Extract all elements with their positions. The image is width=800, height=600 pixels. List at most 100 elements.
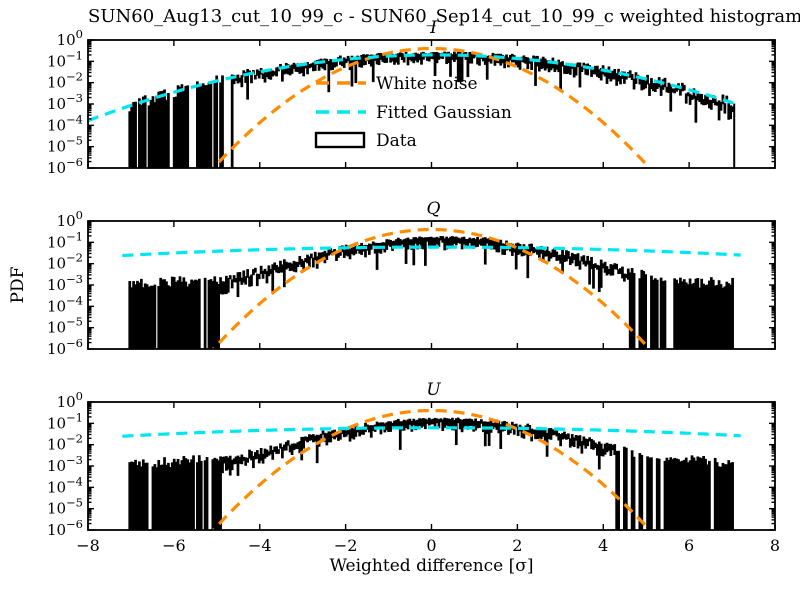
histogram-bin <box>190 279 193 349</box>
histogram-bin <box>300 259 304 268</box>
histogram-bin <box>721 287 725 349</box>
histogram-bin <box>250 451 253 461</box>
histogram-bin <box>528 243 532 257</box>
histogram-bin <box>470 238 474 247</box>
histogram-bin <box>453 236 456 244</box>
histogram-bin <box>474 418 477 431</box>
histogram-bin <box>682 279 686 349</box>
histogram-bin <box>595 65 599 77</box>
histogram-bin <box>337 250 340 258</box>
histogram-bin <box>541 429 545 437</box>
histogram-bin <box>182 277 186 349</box>
histogram-bin <box>497 420 501 434</box>
histogram-bin <box>286 64 290 75</box>
histogram-bin <box>379 52 383 60</box>
histogram-bin <box>163 279 166 349</box>
histogram-bin <box>157 91 161 168</box>
histogram-bin <box>141 287 145 349</box>
histogram-bin <box>346 427 350 435</box>
histogram-bin <box>130 104 134 168</box>
histogram-bin <box>225 275 228 295</box>
histogram-bin <box>536 247 539 255</box>
histogram-bin <box>497 242 501 253</box>
histogram-bin <box>153 284 157 349</box>
histogram-bin <box>147 105 151 168</box>
histogram-bin <box>715 462 719 530</box>
histogram-bin <box>358 245 362 254</box>
histogram-bin <box>709 277 713 349</box>
histogram-bin <box>391 53 394 62</box>
histogram-bin <box>476 237 479 247</box>
histogram-bin <box>650 275 653 349</box>
histogram-bin <box>501 421 505 432</box>
histogram-bin <box>369 425 373 438</box>
histogram-bin <box>213 276 217 349</box>
histogram-bin <box>234 75 238 81</box>
histogram-bin <box>715 101 719 106</box>
histogram-bin <box>371 54 375 83</box>
histogram-bin <box>470 419 474 426</box>
panel-title-Q: Q <box>427 199 441 219</box>
histogram-bin <box>252 269 255 276</box>
histogram-bin <box>238 77 242 83</box>
histogram-bin <box>624 274 628 278</box>
histogram-bin <box>282 444 286 451</box>
histogram-bin <box>279 260 282 273</box>
histogram-bin <box>630 74 634 80</box>
histogram-bin <box>306 254 309 264</box>
histogram-bin <box>453 420 456 431</box>
histogram-bin <box>470 52 474 64</box>
histogram-bin <box>321 430 325 435</box>
histogram-bin <box>483 421 487 447</box>
histogram-bin <box>265 72 269 78</box>
histogram-bin <box>725 281 729 349</box>
histogram-bin <box>688 93 692 105</box>
histogram-bin <box>597 69 601 78</box>
figure-title: SUN60_Aug13_cut_10_99_c - SUN60_Sep14_cu… <box>88 6 800 27</box>
histogram-bin <box>706 284 709 349</box>
histogram-bin <box>325 252 329 260</box>
histogram-bin <box>671 459 675 530</box>
histogram-bin <box>284 261 288 270</box>
histogram-bin <box>433 52 437 76</box>
histogram-bin <box>449 236 452 249</box>
histogram-bin <box>586 63 590 76</box>
histogram-bin <box>474 239 477 248</box>
histogram-bin <box>650 457 653 530</box>
histogram-bin <box>240 75 244 88</box>
histogram-bin <box>611 70 615 80</box>
histogram-bin <box>406 54 410 66</box>
histogram-bin <box>684 282 688 349</box>
histogram-bin <box>599 67 603 81</box>
histogram-bin <box>277 266 280 274</box>
y-tick-label: 10−6 <box>47 517 83 539</box>
histogram-bin <box>300 63 304 74</box>
y-tick-label: 10−2 <box>47 251 83 273</box>
histogram-bin <box>257 70 261 79</box>
histogram-bin <box>138 461 141 530</box>
y-tick-label: 10−3 <box>47 453 83 475</box>
histogram-bin <box>640 79 644 91</box>
histogram-bin <box>383 52 387 64</box>
histogram-bin <box>667 459 671 530</box>
histogram-bin <box>367 425 371 433</box>
histogram-bin <box>485 238 489 244</box>
histogram-bin <box>197 85 201 168</box>
y-tick-label: 10−1 <box>47 48 83 70</box>
histogram-bin <box>673 457 676 530</box>
histogram-bin <box>236 74 240 84</box>
histogram-bin <box>128 111 132 168</box>
histogram-bin <box>638 278 642 349</box>
histogram-bin <box>582 255 586 265</box>
histogram-bin <box>580 256 584 262</box>
histogram-bin <box>592 440 595 450</box>
histogram-bin <box>310 63 313 68</box>
histogram-bin <box>298 66 302 74</box>
histogram-bin <box>427 417 431 426</box>
histogram-bin <box>267 70 271 80</box>
y-tick-label: 10−4 <box>47 474 83 496</box>
histogram-bin <box>389 55 392 63</box>
legend: White noise Fitted Gaussian Data <box>314 74 512 151</box>
histogram-bin <box>219 82 222 168</box>
